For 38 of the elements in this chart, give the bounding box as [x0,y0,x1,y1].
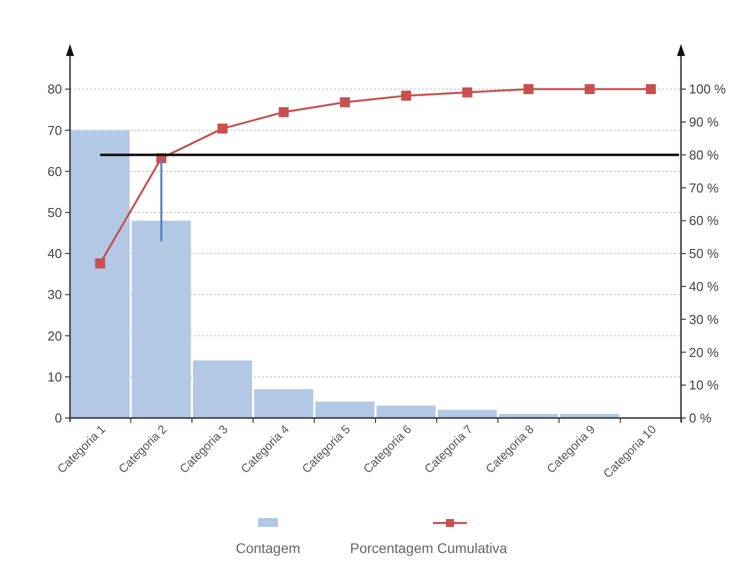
point [340,97,350,108]
legend-label: Contagem [236,540,300,556]
bar [70,130,130,418]
y-tick-label: 80 [48,82,62,97]
y-tick-label: 50 [48,204,62,220]
y-tick-label: 30 [48,287,62,302]
y-tick-label: 70 [48,122,62,138]
y-tick-label: 40 [48,246,62,262]
y2-tick-label: 20 % [689,344,720,360]
bar [132,220,191,418]
point [218,124,228,134]
y2-tick-label: 90 % [689,114,720,130]
y2-tick-label: 10 % [689,378,720,393]
point [646,84,656,94]
y2-tick-label: 80 % [689,147,720,162]
point [584,84,595,94]
bar [438,410,497,418]
y-tick-label: 60 [48,164,62,179]
y2-tick-label: 70 % [689,180,720,196]
y-tick-label: 0 [54,410,62,426]
y2-tick-label: 100 % [689,82,726,97]
y2-tick-label: 40 % [689,278,720,294]
point [462,87,472,98]
point [95,258,106,268]
y2-tick-label: 60 % [689,213,720,228]
y-tick-label: 10 [48,369,62,384]
point [401,90,412,101]
y2-tick-label: 0 % [689,410,712,426]
bar [192,360,252,418]
bar [376,406,436,418]
point [278,107,289,118]
point [523,84,534,94]
bar [254,389,314,418]
y2-tick-label: 30 % [689,312,720,327]
y-tick-label: 20 [48,328,62,344]
y2-tick-label: 50 % [689,246,720,262]
bar [315,402,374,418]
legend-label: Porcentagem Cumulativa [350,540,508,556]
